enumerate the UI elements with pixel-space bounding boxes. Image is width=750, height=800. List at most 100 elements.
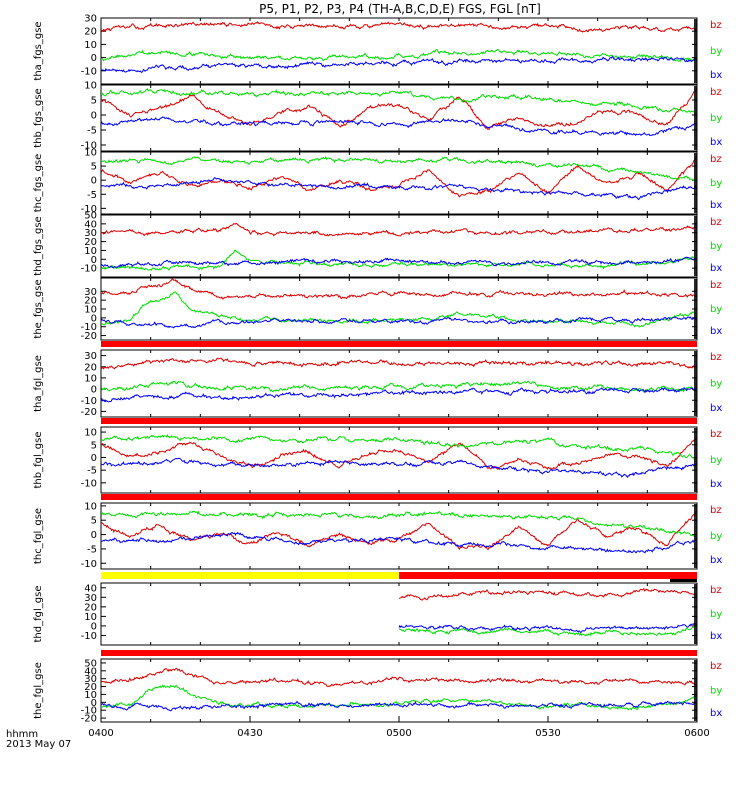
y-axis-label: thd_fgl_gse [33, 586, 44, 643]
panel-frame [100, 658, 698, 723]
legend-by: by [710, 113, 722, 124]
y-tick-label: 50 [84, 658, 97, 669]
y-tick-label: 30 [84, 14, 97, 25]
end-marker [694, 153, 697, 213]
y-tick-label: 20 [84, 682, 97, 693]
series-bx-line [101, 531, 697, 554]
y-tick-label: -10 [81, 631, 97, 642]
y-tick-label: -20 [81, 331, 97, 342]
y-tick-label: 10 [84, 81, 97, 92]
status-bar-segment [101, 572, 399, 579]
y-tick-label: 0 [91, 385, 97, 396]
series-bz-line [101, 222, 697, 237]
y-tick-label: -20 [81, 407, 97, 418]
y-tick-label: 10 [84, 690, 97, 701]
y-tick-label: -10 [81, 706, 97, 717]
y-axis-label: thb_fgs_gse [33, 88, 44, 147]
y-tick-label: 0 [91, 621, 97, 632]
y-tick-label: 5 [91, 162, 97, 173]
status-bar-marker [670, 579, 697, 582]
y-tick-label: -5 [87, 126, 97, 137]
y-tick-label: 0 [91, 530, 97, 541]
legend-bz: bz [710, 661, 722, 672]
y-tick-label: -10 [81, 264, 97, 275]
y-tick-label: -10 [81, 559, 97, 570]
x-tick-label: 0400 [88, 728, 113, 739]
status-bar-segment [101, 650, 697, 656]
panel-thc_fgl_gse: -10 -5 0 5 10 thc_fgl_gse bz by bx [33, 501, 722, 569]
panel-frame [100, 84, 698, 152]
series-by-line [101, 433, 697, 461]
panel-tha_fgs_gse: -10 0 10 20 30 tha_fgs_gse bz by bx [33, 14, 722, 85]
legend-bz: bz [710, 352, 722, 363]
y-axis-label: thb_fgl_gse [33, 432, 44, 489]
y-tick-label: 30 [84, 228, 97, 239]
y-tick-label: 50 [84, 211, 97, 222]
y-tick-label: -10 [81, 322, 97, 333]
legend-by: by [710, 455, 722, 466]
status-bar-segment [399, 572, 697, 579]
y-tick-label: -5 [87, 466, 97, 477]
panel-thb_fgl_gse: -10-5 0 510 thb_fgl_gse bz by bx [33, 426, 722, 494]
y-tick-label: 30 [84, 287, 97, 298]
legend-by: by [710, 609, 722, 620]
panel-frame [100, 214, 698, 278]
legend-bz: bz [710, 280, 722, 291]
end-marker [694, 428, 697, 492]
status-bar-segment [101, 341, 697, 347]
y-tick-label: 0 [91, 453, 97, 464]
legend-bz: bz [710, 87, 722, 98]
series-by-line [101, 684, 697, 711]
y-tick-label: 10 [84, 501, 97, 512]
y-axis-label: tha_fgl_gse [33, 355, 44, 412]
series-by-line [398, 624, 697, 637]
status-bar-segment [101, 418, 697, 424]
y-tick-label: 30 [84, 593, 97, 604]
y-axis-label: the_fgs_gse [33, 279, 44, 338]
series-bz-line [101, 156, 697, 198]
y-tick-label: 20 [84, 296, 97, 307]
series-bx-line [101, 116, 697, 137]
legend-bz: bz [710, 585, 722, 596]
end-marker [694, 216, 697, 276]
panel-thb_fgs_gse: -10 -5 0 5 10 thb_fgs_gse bz by bx [33, 81, 722, 152]
panel-frame [100, 582, 698, 646]
y-tick-label: -20 [81, 714, 97, 725]
legend-by: by [710, 531, 722, 542]
series-bx-line [101, 457, 697, 479]
y-tick-label: 0 [91, 176, 97, 187]
y-axis-label: tha_fgs_gse [33, 21, 44, 80]
legend-bz: bz [710, 505, 722, 516]
y-tick-label: 10 [84, 305, 97, 316]
legend-by: by [710, 178, 722, 189]
y-axis-label: thc_fgl_gse [33, 508, 44, 564]
y-tick-label: -10 [81, 478, 97, 489]
legend-bz: bz [710, 20, 722, 31]
series-by-line [101, 291, 697, 328]
legend-bx: bx [710, 137, 722, 148]
y-tick-label: 0 [91, 698, 97, 709]
y-tick-label: 0 [91, 255, 97, 266]
series-bx-line [101, 55, 697, 74]
status-bar-group [101, 341, 697, 656]
end-marker [694, 584, 697, 644]
y-tick-label: 0 [91, 111, 97, 122]
y-tick-label: 5 [91, 516, 97, 527]
panel-thc_fgs_gse: -10 -5 0 5 10 thc_fgs_gse bz by bx [33, 148, 722, 215]
y-tick-label: 40 [84, 666, 97, 677]
panel-frame [100, 17, 698, 85]
y-tick-label: 5 [91, 96, 97, 107]
end-marker [694, 279, 697, 339]
legend-by: by [710, 46, 722, 57]
x-tick-label: 0430 [237, 728, 262, 739]
y-tick-label: 0 [91, 53, 97, 64]
y-tick-label: 10 [84, 428, 97, 439]
legend-bx: bx [710, 326, 722, 337]
y-tick-label: 40 [84, 219, 97, 230]
status-bar-segment [101, 494, 697, 500]
y-tick-label: 20 [84, 237, 97, 248]
y-tick-label: 0 [91, 313, 97, 324]
end-marker [694, 504, 697, 568]
